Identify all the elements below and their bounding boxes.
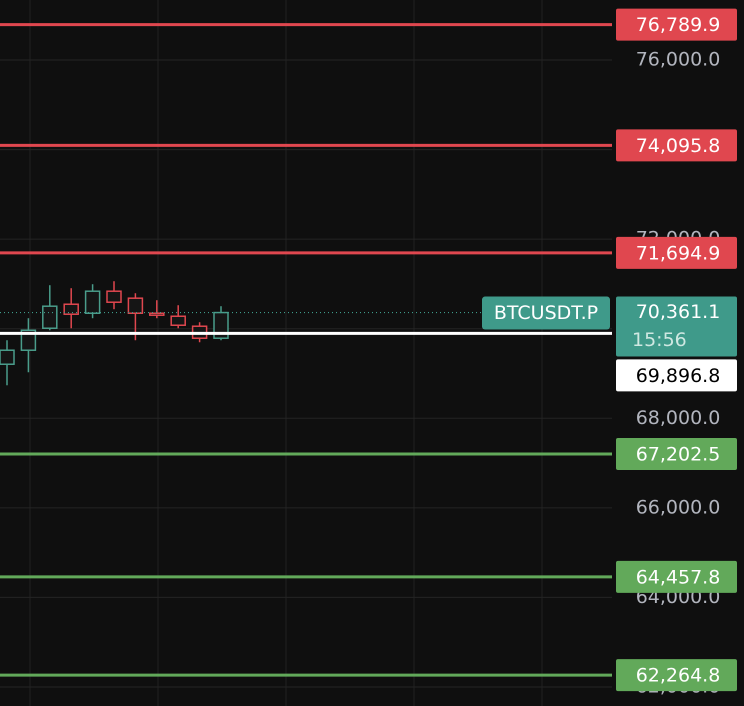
- candle-body: [42, 305, 58, 329]
- resistance-label-box: [616, 129, 737, 162]
- resistance-label: 76,789.9: [636, 14, 721, 36]
- last-price-box: [616, 296, 737, 357]
- candle-body: [63, 303, 79, 315]
- candle-body: [170, 315, 186, 326]
- candle-body: [106, 290, 122, 303]
- candle-body: [127, 297, 144, 314]
- symbol-label: BTCUSDT.P: [494, 302, 598, 324]
- marker-label: 69,896.8: [636, 365, 721, 387]
- support-label-box: [616, 659, 737, 692]
- y-tick-label: 76,000.0: [636, 49, 721, 71]
- resistance-label-box: [616, 8, 737, 41]
- candle-body: [84, 290, 101, 314]
- support-label: 62,264.8: [636, 665, 721, 687]
- y-tick-label: 66,000.0: [636, 496, 721, 518]
- support-label: 64,457.8: [636, 566, 721, 588]
- candle-body: [149, 312, 165, 316]
- time-grid: [29, 0, 543, 706]
- last-price-label: 70,361.1: [636, 301, 721, 323]
- marker-label-box: [616, 359, 737, 392]
- candle-body: [0, 349, 15, 365]
- symbol-box: [482, 296, 610, 330]
- candle-body: [20, 329, 37, 351]
- resistance-label: 71,694.9: [636, 242, 721, 264]
- resistance-label: 74,095.8: [636, 135, 721, 157]
- y-tick-label: 68,000.0: [636, 407, 721, 429]
- support-label: 67,202.5: [636, 444, 721, 466]
- support-label-box: [616, 438, 737, 471]
- support-label-box: [616, 560, 737, 593]
- resistance-label-box: [616, 236, 737, 269]
- countdown-label: 15:56: [632, 329, 687, 351]
